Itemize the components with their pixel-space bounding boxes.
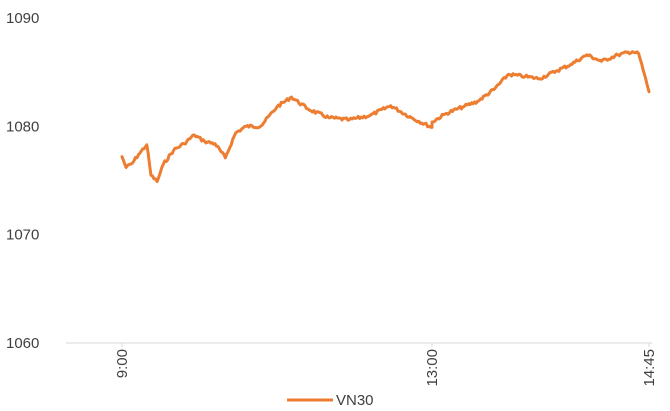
y-axis-ticks: 1060 1070 1080 1090 — [6, 10, 39, 352]
series-line-vn30 — [120, 50, 651, 184]
x-tick-label: 13:00 — [424, 349, 441, 387]
x-axis-ticks: 9:00 13:00 14:45 — [114, 343, 658, 387]
x-tick-label: 14:45 — [641, 349, 658, 387]
y-tick-label: 1070 — [6, 227, 39, 244]
legend-label: VN30 — [336, 392, 374, 409]
y-tick-label: 1060 — [6, 335, 39, 352]
legend: VN30 — [287, 392, 374, 409]
y-tick-label: 1080 — [6, 118, 39, 135]
y-tick-label: 1090 — [6, 10, 39, 27]
x-tick-label: 9:00 — [114, 349, 131, 378]
series-group — [120, 50, 651, 184]
